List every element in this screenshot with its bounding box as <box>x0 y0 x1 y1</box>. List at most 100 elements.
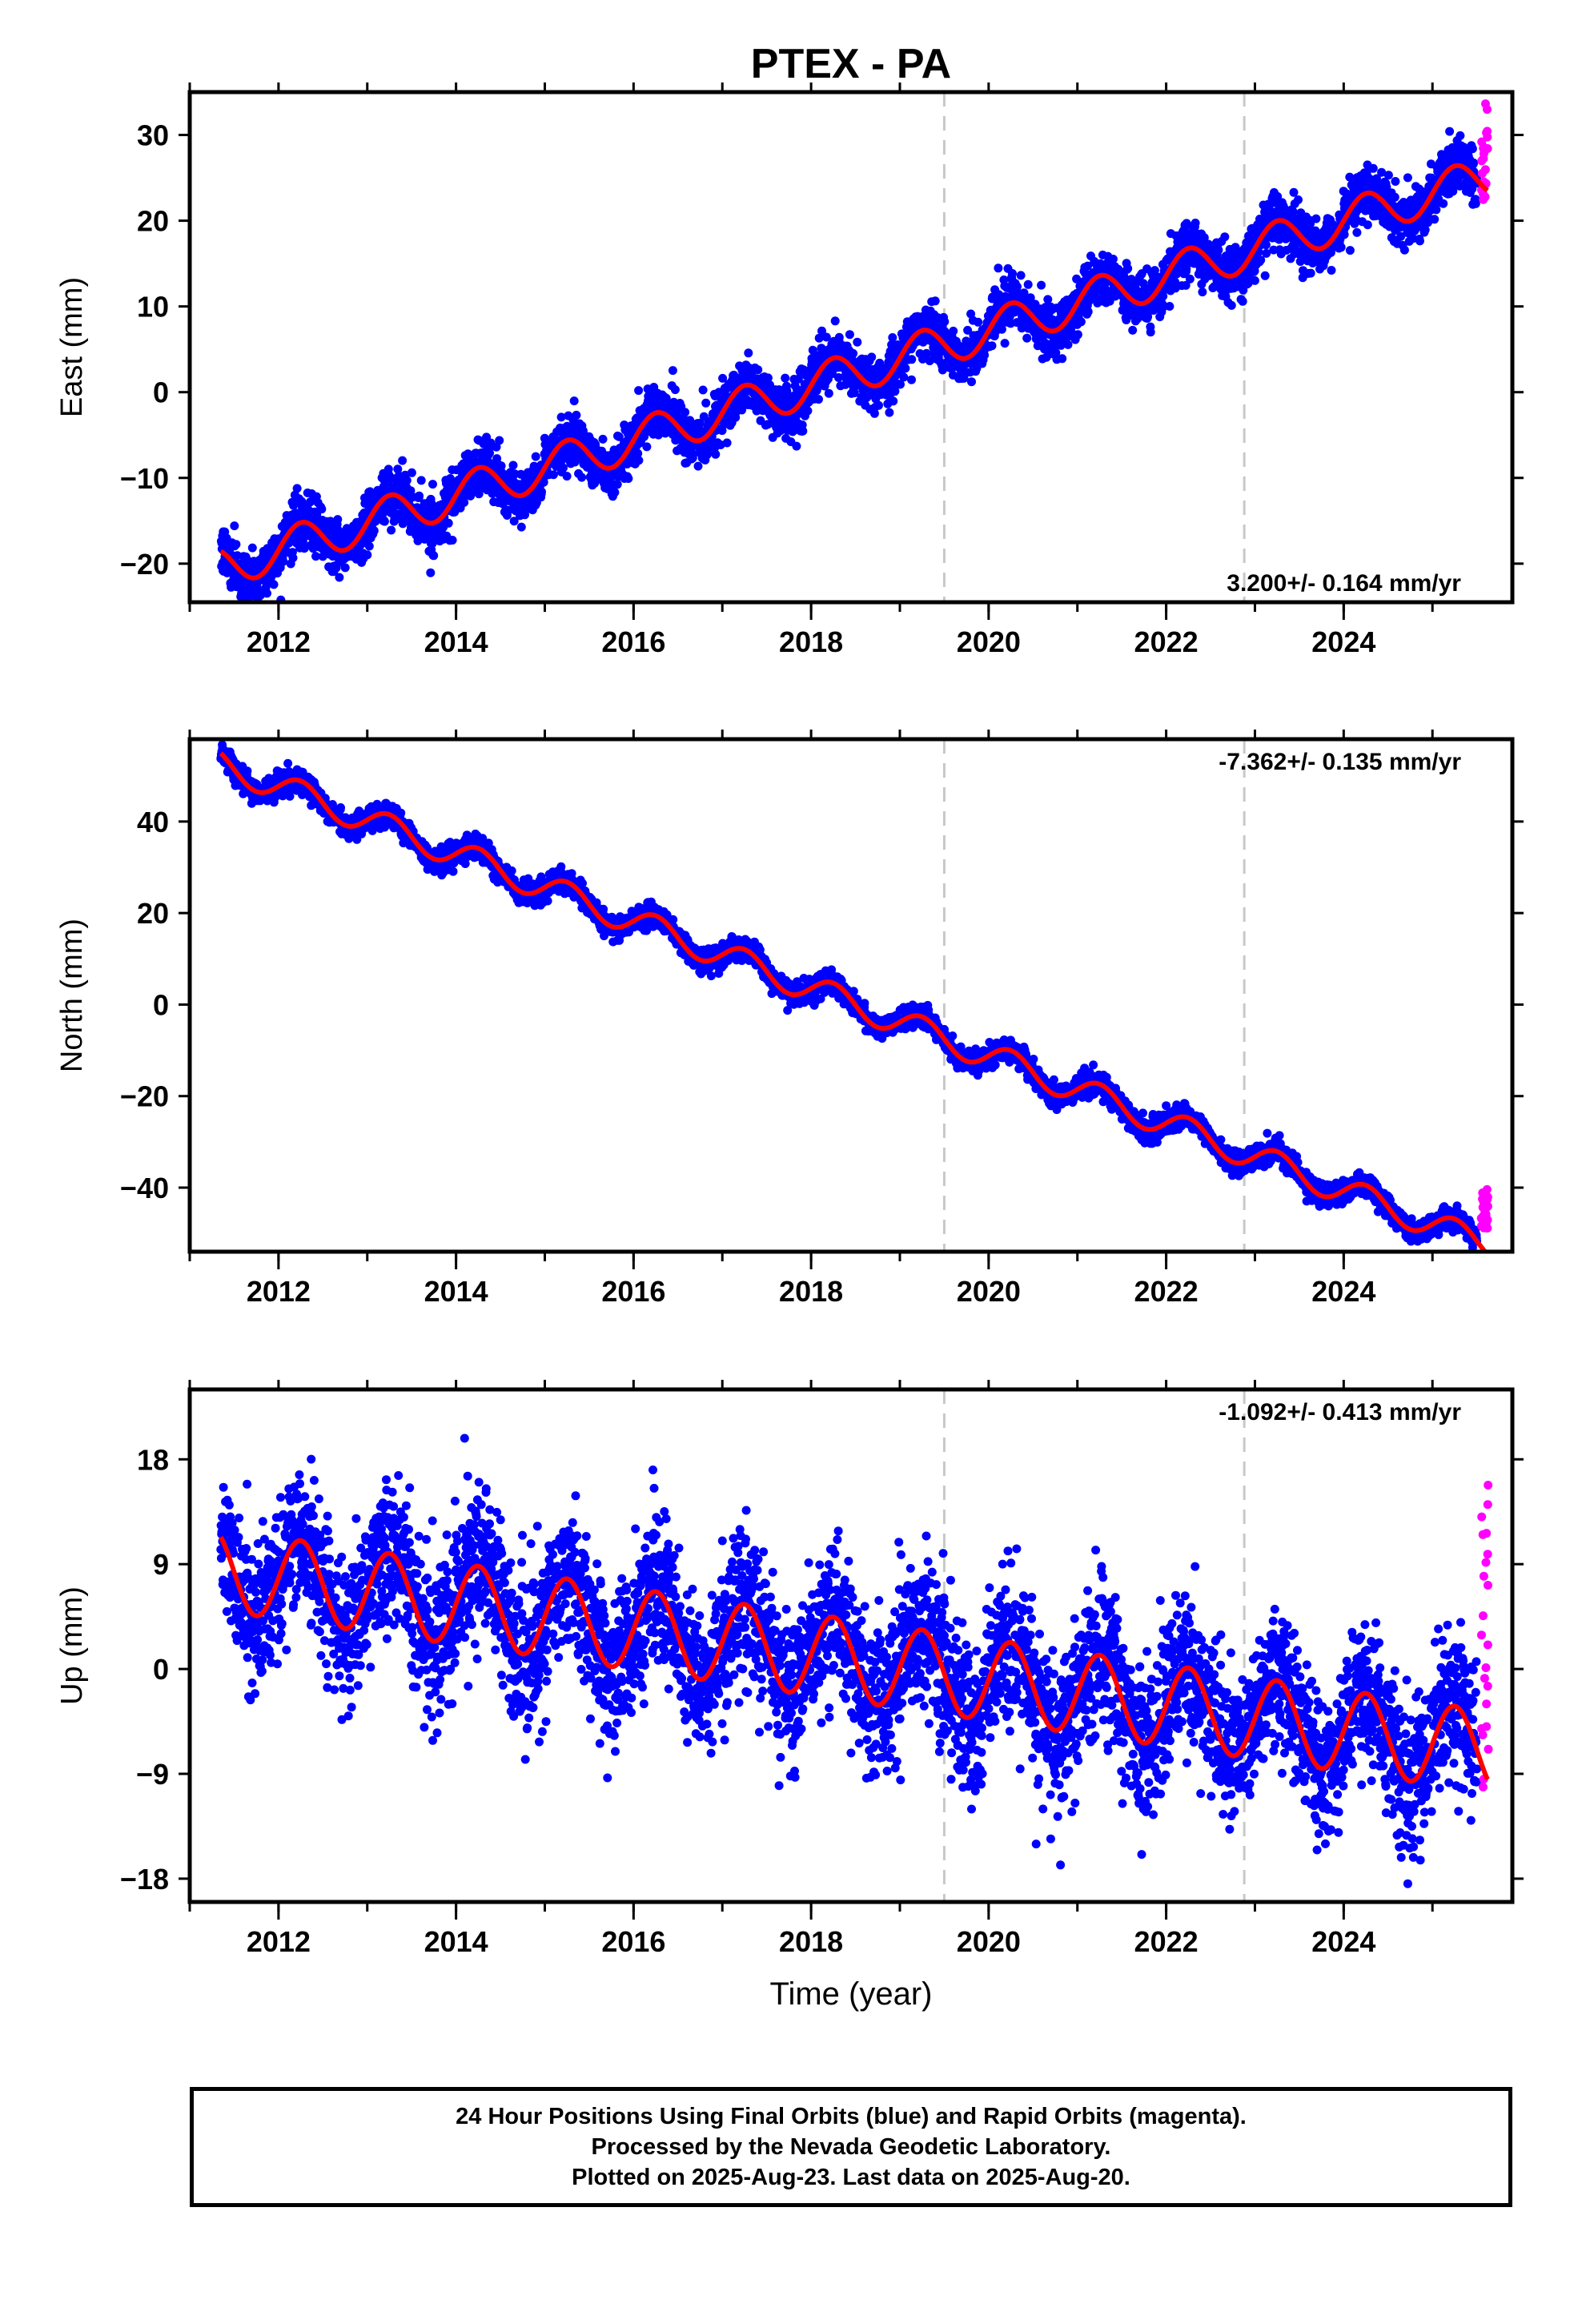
data-point <box>1083 261 1093 271</box>
data-point <box>428 480 437 489</box>
data-point <box>853 337 862 347</box>
data-point <box>867 352 877 362</box>
data-point <box>569 396 579 406</box>
rapid-point <box>1478 169 1487 178</box>
data-point <box>1408 234 1418 243</box>
data-point <box>1439 199 1448 208</box>
data-point <box>1146 328 1155 337</box>
x-tick-label: 2016 <box>601 625 665 658</box>
data-point <box>288 553 298 563</box>
data-point <box>874 400 883 410</box>
data-point <box>269 580 279 589</box>
data-point <box>1368 163 1378 173</box>
data-point <box>509 517 519 526</box>
model-fit-line <box>219 163 1489 581</box>
data-point <box>834 332 844 342</box>
data-point <box>1345 246 1355 255</box>
y-tick-label: −10 <box>120 462 169 495</box>
data-point <box>763 373 773 383</box>
x-tick-label: 2022 <box>1134 625 1199 658</box>
data-point <box>460 497 469 507</box>
data-point <box>247 543 257 553</box>
data-point <box>1220 232 1230 242</box>
data-point <box>365 487 375 497</box>
y-tick-label: 20 <box>137 205 169 238</box>
data-point <box>1198 287 1207 297</box>
data-point <box>369 526 379 536</box>
y-tick-label: 0 <box>153 376 169 409</box>
data-point <box>888 333 897 342</box>
data-point <box>416 476 426 485</box>
plot-frame <box>187 90 1515 605</box>
data-point <box>901 364 910 373</box>
data-point <box>1123 263 1133 273</box>
data-point <box>1306 219 1315 228</box>
data-point <box>889 396 898 406</box>
data-point <box>474 489 484 499</box>
data-point <box>492 442 501 452</box>
x-tick-label: 2012 <box>247 625 311 658</box>
data-point <box>1396 231 1406 241</box>
data-point <box>1000 339 1010 348</box>
data-point <box>415 491 424 501</box>
data-point <box>311 552 320 561</box>
data-point <box>963 325 973 335</box>
data-point <box>1448 187 1458 196</box>
data-point <box>793 374 803 384</box>
data-point <box>364 541 374 551</box>
data-point <box>1289 187 1299 197</box>
data-point <box>1128 325 1138 335</box>
data-point <box>1256 255 1266 265</box>
data-point <box>974 317 983 327</box>
data-point <box>711 449 721 459</box>
y-axis-label: East (mm) <box>55 277 89 417</box>
data-point <box>548 470 558 480</box>
data-point <box>1073 330 1082 340</box>
data-point <box>930 296 940 306</box>
data-point <box>340 563 350 573</box>
data-point <box>614 432 624 441</box>
data-point <box>448 536 457 545</box>
data-point <box>1377 167 1387 177</box>
y-tick-label: 10 <box>137 291 169 324</box>
data-point <box>249 604 258 613</box>
x-tick-label: 2020 <box>957 625 1021 658</box>
data-point <box>1390 192 1399 202</box>
data-point <box>1022 333 1032 343</box>
data-point <box>1327 266 1336 275</box>
data-point <box>693 461 703 471</box>
data-point <box>722 438 732 448</box>
data-point <box>907 355 917 364</box>
final-orbit-points <box>216 127 1482 613</box>
data-point <box>496 461 506 471</box>
data-point <box>1043 295 1053 304</box>
data-point <box>997 324 1006 334</box>
data-point <box>824 388 833 398</box>
data-point <box>1138 279 1148 288</box>
data-point <box>803 406 813 416</box>
data-point <box>577 472 587 482</box>
data-point <box>1084 296 1094 306</box>
data-point <box>817 326 826 336</box>
data-point <box>1261 240 1271 250</box>
data-point <box>798 426 808 436</box>
data-point <box>598 434 608 444</box>
data-point <box>1037 280 1046 290</box>
y-tick-label: −20 <box>120 548 169 581</box>
data-point <box>624 474 633 483</box>
data-point <box>1352 227 1362 237</box>
data-point <box>1227 300 1236 310</box>
data-point <box>559 463 568 472</box>
data-point <box>1391 177 1400 186</box>
data-point <box>1345 172 1355 182</box>
data-point <box>1008 269 1017 278</box>
data-point <box>1445 127 1455 136</box>
data-point <box>292 484 302 493</box>
data-point <box>612 480 622 489</box>
data-point <box>407 468 416 477</box>
y-tick-label: 30 <box>137 119 169 152</box>
data-point <box>1273 191 1283 201</box>
data-point <box>1149 306 1158 315</box>
data-point <box>896 380 905 389</box>
